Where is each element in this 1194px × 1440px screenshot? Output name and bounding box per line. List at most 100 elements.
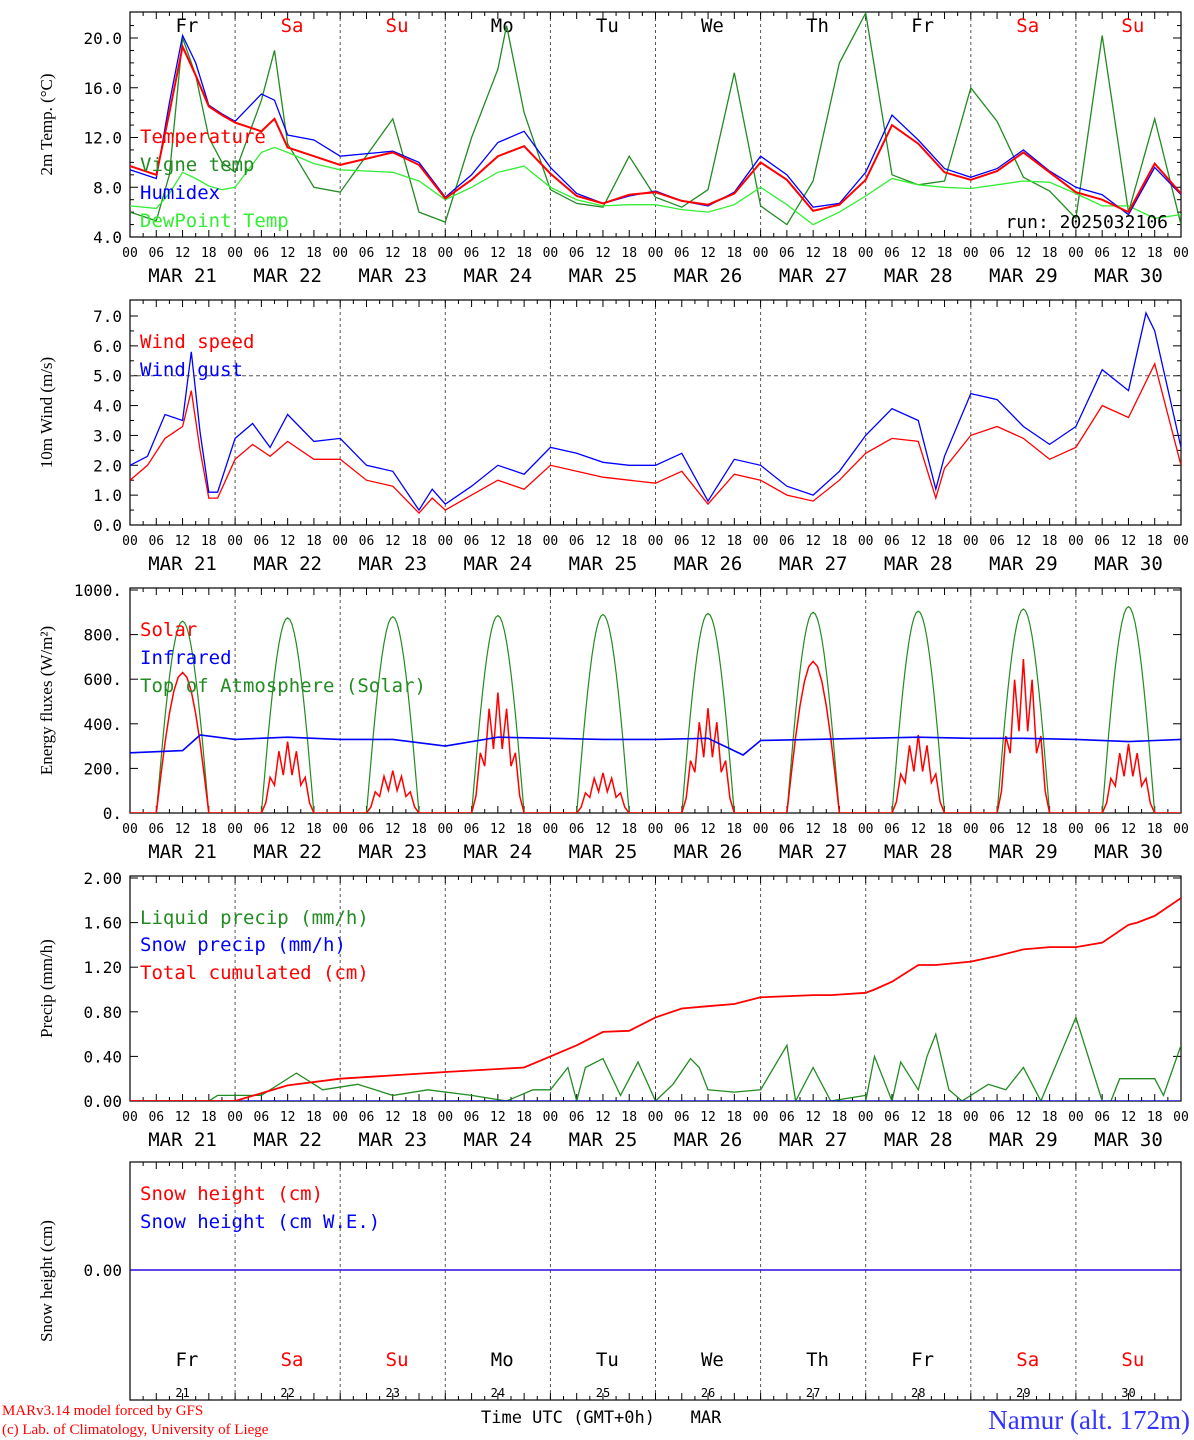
hour-tick-label: 00 <box>437 1110 453 1125</box>
y-tick-label: 800. <box>83 626 122 645</box>
hour-tick-label: 06 <box>569 822 585 837</box>
date-label: MAR 27 <box>779 265 848 287</box>
date-label: MAR 29 <box>989 1129 1058 1151</box>
hour-tick-label: 18 <box>1042 246 1058 261</box>
day-number-label: 30 <box>1121 1386 1135 1400</box>
hour-tick-label: 06 <box>1094 534 1110 549</box>
hour-tick-label: 18 <box>937 822 953 837</box>
hour-tick-label: 12 <box>280 534 296 549</box>
date-label: MAR 22 <box>253 841 322 863</box>
hour-tick-label: 00 <box>858 1110 874 1125</box>
date-label: MAR 29 <box>989 553 1058 575</box>
hour-tick-label: 18 <box>832 1110 848 1125</box>
date-label: MAR 21 <box>148 265 217 287</box>
hour-tick-label: 00 <box>753 822 769 837</box>
hour-tick-label: 12 <box>1016 1110 1032 1125</box>
date-label: MAR 26 <box>674 841 743 863</box>
hour-tick-label: 00 <box>543 534 559 549</box>
series-line <box>130 43 1181 214</box>
hour-tick-label: 18 <box>832 246 848 261</box>
panel-5: 0.00 Snow height (cm) Fr 21 Sa 22 Su 23 Mo 24 Tu 25… <box>37 1161 1182 1401</box>
hour-tick-label: 00 <box>648 1110 664 1125</box>
hour-tick-label: 00 <box>332 534 348 549</box>
hour-tick-label: 00 <box>227 534 243 549</box>
hour-tick-label: 00 <box>753 1110 769 1125</box>
weekday-label: We <box>701 1349 724 1371</box>
date-label: MAR 21 <box>148 841 217 863</box>
hour-tick-label: 18 <box>306 534 322 549</box>
lab-credit: (c) Lab. of Climatology, University of L… <box>2 1422 269 1438</box>
hour-tick-label: 12 <box>385 534 401 549</box>
series-line <box>130 311 1181 512</box>
hour-tick-label: 12 <box>700 1110 716 1125</box>
weekday-label: Mo <box>491 15 514 37</box>
hour-tick-label: 06 <box>464 1110 480 1125</box>
hour-tick-label: 00 <box>858 246 874 261</box>
y-axis-label: Energy fluxes (W/m²) <box>37 626 56 775</box>
hour-tick-label: 12 <box>805 534 821 549</box>
hour-tick-label: 12 <box>175 534 191 549</box>
date-label: MAR 27 <box>779 841 848 863</box>
hour-tick-label: 12 <box>280 822 296 837</box>
hour-tick-label: 06 <box>674 822 690 837</box>
day-number-label: 27 <box>806 1386 820 1400</box>
date-label: MAR 28 <box>884 1129 953 1151</box>
date-label: MAR 30 <box>1094 265 1163 287</box>
station-label: Namur (alt. 172m) <box>988 1405 1190 1435</box>
hour-tick-label: 00 <box>648 822 664 837</box>
hour-tick-label: 06 <box>148 822 164 837</box>
hour-tick-label: 06 <box>989 1110 1005 1125</box>
hour-tick-label: 12 <box>280 1110 296 1125</box>
hour-tick-label: 18 <box>1147 534 1163 549</box>
day-number-label: 22 <box>280 1386 294 1400</box>
hour-tick-label: 18 <box>1147 822 1163 837</box>
hour-tick-label: 06 <box>1094 822 1110 837</box>
hour-tick-label: 12 <box>910 822 926 837</box>
plot-frame <box>129 587 1182 814</box>
weekday-label: Su <box>386 15 409 37</box>
date-label: MAR 23 <box>358 1129 427 1151</box>
date-label: MAR 29 <box>989 265 1058 287</box>
series-line <box>130 361 1181 515</box>
y-tick-label: 1.20 <box>83 958 122 977</box>
date-label: MAR 29 <box>989 841 1058 863</box>
hour-tick-label: 12 <box>385 822 401 837</box>
hour-tick-label: 18 <box>937 534 953 549</box>
date-label: MAR 25 <box>569 841 638 863</box>
y-tick-label: 4.0 <box>93 228 122 247</box>
y-axis-label: 2m Temp. (°C) <box>37 73 56 175</box>
hour-tick-label: 00 <box>437 534 453 549</box>
hour-tick-label: 06 <box>674 246 690 261</box>
hour-tick-label: 18 <box>621 534 637 549</box>
hour-tick-label: 12 <box>595 534 611 549</box>
hour-tick-label: 12 <box>1016 822 1032 837</box>
date-label: MAR 27 <box>779 553 848 575</box>
hour-tick-label: 12 <box>595 1110 611 1125</box>
legend-entry: Temperature <box>140 126 266 148</box>
day-number-label: 21 <box>175 1386 189 1400</box>
hour-tick-label: 06 <box>569 246 585 261</box>
hour-tick-label: 06 <box>779 246 795 261</box>
hour-tick-label: 06 <box>148 246 164 261</box>
hour-tick-label: 06 <box>464 246 480 261</box>
hour-tick-label: 06 <box>779 1110 795 1125</box>
hour-tick-label: 18 <box>201 822 217 837</box>
hour-tick-label: 00 <box>963 534 979 549</box>
weekday-label: Th <box>806 1349 829 1371</box>
hour-tick-label: 00 <box>1173 822 1189 837</box>
series-line <box>130 1015 1181 1101</box>
panel-3: 0. 200. 400. 600. 800. 1000. Energy fluxes (W/… <box>37 581 1189 863</box>
plot-stack: 4.0 8.0 12.0 16.0 20.0 2m Temp. (°C) 00 06 12 18 M… <box>37 11 1189 1401</box>
y-tick-label: 400. <box>83 715 122 734</box>
day-number-label: 25 <box>596 1386 610 1400</box>
date-label: MAR 24 <box>464 265 533 287</box>
hour-tick-label: 18 <box>621 1110 637 1125</box>
hour-tick-label: 18 <box>411 534 427 549</box>
legend-entry: Infrared <box>140 647 232 669</box>
run-annotation: run: 2025032106 <box>1005 212 1168 233</box>
hour-tick-label: 00 <box>1068 534 1084 549</box>
weekday-label: We <box>701 15 724 37</box>
hour-tick-label: 12 <box>490 534 506 549</box>
hour-tick-label: 00 <box>963 1110 979 1125</box>
hour-tick-label: 00 <box>332 822 348 837</box>
